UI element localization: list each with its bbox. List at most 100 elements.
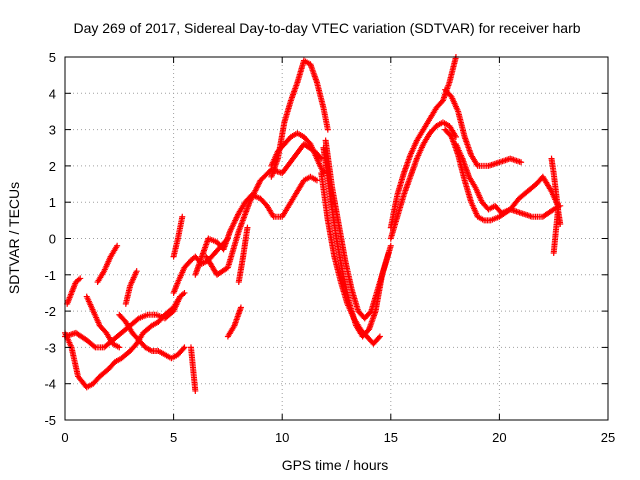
y-axis-title: SDTVAR / TECUs [6,182,22,294]
data-point-fill [550,229,559,255]
data-point-fill [97,323,109,335]
x-tick-label: 5 [170,430,177,445]
data-point-fill [163,309,176,321]
data-point-fill [192,255,205,277]
data-point-fill [462,178,474,204]
data-point-fill [340,273,353,306]
data-point-fill [360,327,371,339]
data-point-fill [123,284,133,306]
data-point-fill [331,255,344,284]
data-point-fill [171,280,181,295]
series-track-9 [170,213,186,260]
data-point-fill [74,276,82,284]
data-point [244,224,251,231]
x-axis-title: GPS time / hours [282,457,389,473]
data-point-fill [346,302,359,328]
y-tick-label: 3 [49,123,56,138]
data-point-fill [394,193,407,219]
data-point-fill [401,153,413,175]
data-point-fill [487,203,497,212]
data-point-fill [170,352,180,361]
data-point-fill [314,157,326,175]
data-point-fill [302,135,313,146]
data-point [177,293,184,300]
data-point-fill [69,280,79,295]
data-point [313,177,320,184]
data-point-fill [108,244,120,259]
data-point-fill [553,208,561,233]
data-point [181,344,188,351]
series-track-1 [62,289,188,391]
data-point-fill [101,255,113,273]
data-point-fill [302,174,312,183]
data-point-fill [111,330,124,343]
data-point-fill [443,87,454,99]
series-track-13 [224,304,244,340]
data-point-fill [280,156,296,175]
data-point-fill [163,305,176,317]
data-point-fill [221,229,233,251]
data-point-fill [143,345,154,354]
data-point-fill [150,319,160,328]
data-point-fill [282,135,293,146]
series-track-16 [268,57,331,180]
data-point-fill [281,99,294,124]
x-tick-label: 25 [601,430,615,445]
data-point-fill [113,356,123,365]
series-track-6 [116,311,188,362]
data-point-fill [307,62,320,84]
data-point [324,126,331,133]
data-point-fill [362,309,374,321]
data-point-fill [176,345,187,357]
data-point-fill [320,146,333,197]
data-point-fill [421,117,432,132]
data-point-fill [85,381,95,390]
data-point-fill [227,211,242,233]
data-point-fill [309,174,319,183]
data-point-fill [446,55,459,84]
data-point-fill [190,367,199,393]
data-point-fill [441,120,451,129]
data-point-fill [443,127,454,139]
data-point-fill [128,316,141,328]
data-point-fill [508,196,521,212]
data-point-fill [296,131,306,139]
data-point-fill [421,131,432,146]
data-point-fill [258,167,274,183]
data-point-fill [240,226,251,259]
data-point-fill [128,341,139,353]
data-point-fill [68,346,81,378]
data-point-fill [163,352,173,361]
data-point-fill [375,266,387,291]
y-tick-label: -4 [44,377,56,392]
data-point-fill [540,175,554,193]
data-point-fill [225,324,237,338]
series-track-24 [452,141,562,217]
data-point-fill [482,217,493,224]
data-point-fill [447,124,459,139]
data-point-fill [199,237,211,259]
data-point-fill [275,120,288,161]
data-point-fill [258,196,269,208]
y-tick-label: 2 [49,159,56,174]
data-point-fill [150,348,160,355]
data-point-fill [476,214,486,223]
data-point-fill [468,200,480,219]
data-point-fill [137,312,149,321]
data-point-fill [427,106,439,121]
data-point-fill [286,193,298,208]
data-point-fill [462,135,474,157]
data-point-fill [322,139,335,190]
y-tick-label: 4 [49,86,56,101]
data-point-fill [189,254,197,263]
data-point-fill [414,128,426,142]
data-point-fill [517,189,530,201]
data-point-fill [550,171,559,193]
data-point [192,387,199,394]
data-point-fill [175,266,187,284]
data-point-fill [157,348,167,357]
data-point-fill [342,258,355,291]
data-point [116,344,123,351]
y-tick-label: 1 [49,195,56,210]
